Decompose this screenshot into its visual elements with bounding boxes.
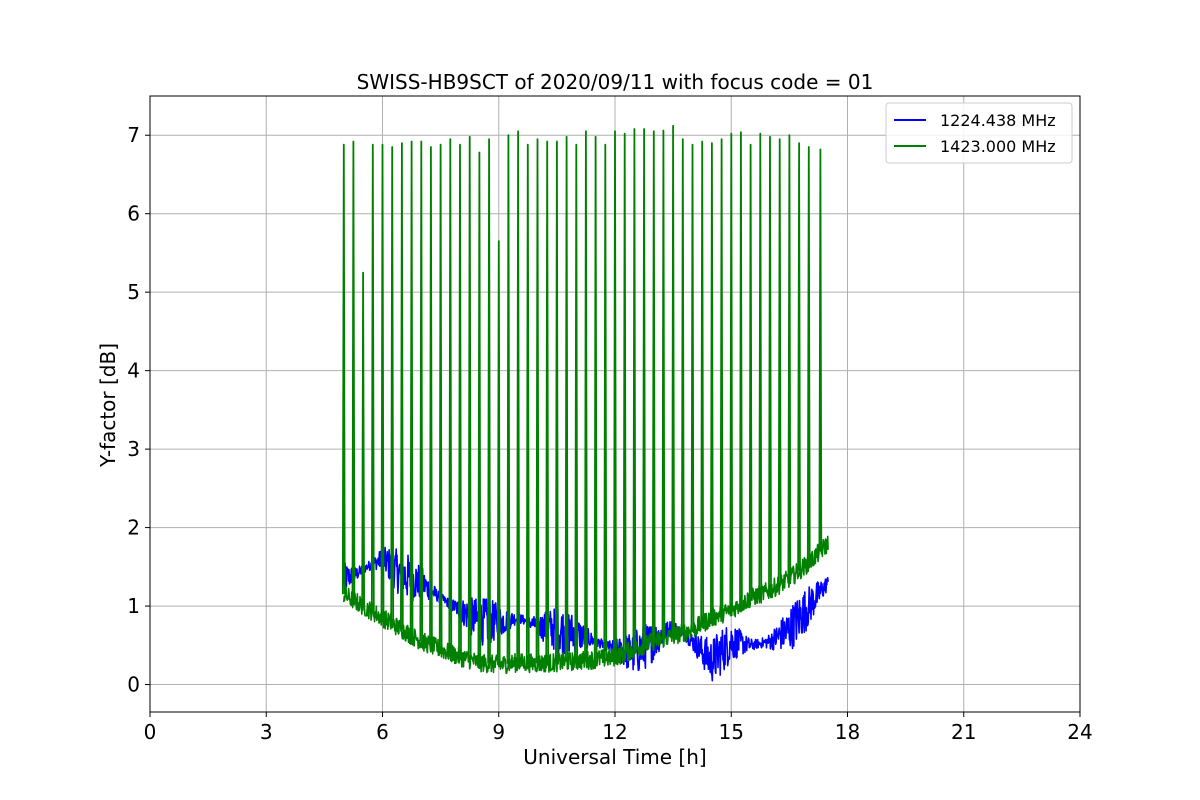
series-spike-1423: [661, 129, 666, 639]
x-axis-label: Universal Time [h]: [523, 745, 706, 769]
x-tick-label: 0: [144, 720, 157, 744]
x-tick-label: 12: [602, 720, 627, 744]
y-tick-label: 0: [127, 673, 140, 697]
series-spike-1423: [680, 138, 685, 633]
series-spike-1423: [390, 146, 395, 624]
series-spike-1423: [739, 131, 743, 605]
series-spike-1423: [409, 140, 414, 636]
series-spike-1423: [787, 134, 792, 579]
series-spike-1423: [642, 128, 646, 646]
series-spike-1423: [671, 124, 675, 636]
series-spike-1423: [419, 140, 424, 642]
y-tick-label: 5: [127, 280, 140, 304]
series-spike-1423: [748, 143, 753, 599]
series-spike-1423: [719, 138, 724, 614]
series-spike-1423: [467, 135, 472, 660]
series-spike-1423: [700, 140, 705, 624]
y-tick-label: 3: [127, 437, 140, 461]
series-spike-1423: [806, 146, 811, 563]
y-tick-label: 1: [127, 594, 140, 618]
series-spike-1423: [516, 130, 520, 663]
series-spike-1423: [438, 143, 443, 650]
series-spike-1423: [429, 146, 433, 646]
y-tick-label: 6: [127, 202, 140, 226]
series-spike-1423: [506, 134, 511, 664]
series-spike-1423: [603, 143, 608, 659]
series-spike-1423: [729, 132, 734, 611]
x-tick-label: 3: [260, 720, 273, 744]
legend-label: 1423.000 MHz: [940, 137, 1056, 156]
x-tick-label: 15: [719, 720, 744, 744]
chart-title: SWISS-HB9SCT of 2020/09/11 with focus co…: [357, 70, 874, 94]
legend-box: [885, 102, 1073, 164]
series-spike-1423: [777, 138, 782, 585]
series-spike-1423: [525, 143, 530, 664]
series-spike-1423: [768, 135, 772, 591]
series-spike-1423: [341, 143, 346, 595]
series-spike-1423: [758, 132, 763, 595]
series-spike-1423: [448, 138, 453, 654]
series-spike-1423: [555, 140, 559, 663]
series-spike-1423: [613, 130, 617, 658]
series-spike-1423: [632, 128, 637, 650]
series-spike-1423: [584, 130, 588, 661]
series-layer: [341, 124, 829, 682]
series-spike-1423: [477, 151, 482, 663]
series-spike-1423: [361, 271, 365, 607]
series-spike-1423: [797, 142, 801, 571]
series-spike-1423: [400, 142, 404, 630]
x-tick-label: 21: [951, 720, 976, 744]
legend-label: 1224.438 MHz: [940, 111, 1056, 130]
x-tick-label: 9: [492, 720, 505, 744]
y-tick-label: 2: [127, 516, 140, 540]
x-tick-label: 18: [835, 720, 860, 744]
series-spike-1423: [380, 143, 385, 618]
series-spike-1423: [487, 138, 491, 664]
series-spike-1423: [535, 138, 540, 664]
series-spike-1423: [593, 135, 598, 660]
series-spike-1423: [710, 142, 714, 618]
series-spike-1423: [564, 135, 569, 662]
legend: 1224.438 MHz 1423.000 MHz: [885, 102, 1073, 164]
y-tick-label: 7: [127, 123, 140, 147]
x-tick-label: 6: [376, 720, 389, 744]
series-spike-1423: [496, 240, 501, 665]
series-spike-1423: [818, 148, 823, 552]
series-spike-1423: [574, 143, 579, 662]
series-spike-1423: [690, 143, 695, 630]
x-tick-label: 24: [1067, 720, 1092, 744]
series-spike-1423: [458, 143, 462, 658]
series-spike-1423: [545, 140, 550, 664]
series-spike-1423: [622, 132, 627, 654]
y-tick-label: 4: [127, 359, 140, 383]
y-axis-label: Y-factor [dB]: [96, 343, 120, 468]
series-spike-1423: [351, 140, 356, 601]
series-spike-1423: [651, 130, 656, 642]
series-spike-1423: [370, 143, 375, 612]
